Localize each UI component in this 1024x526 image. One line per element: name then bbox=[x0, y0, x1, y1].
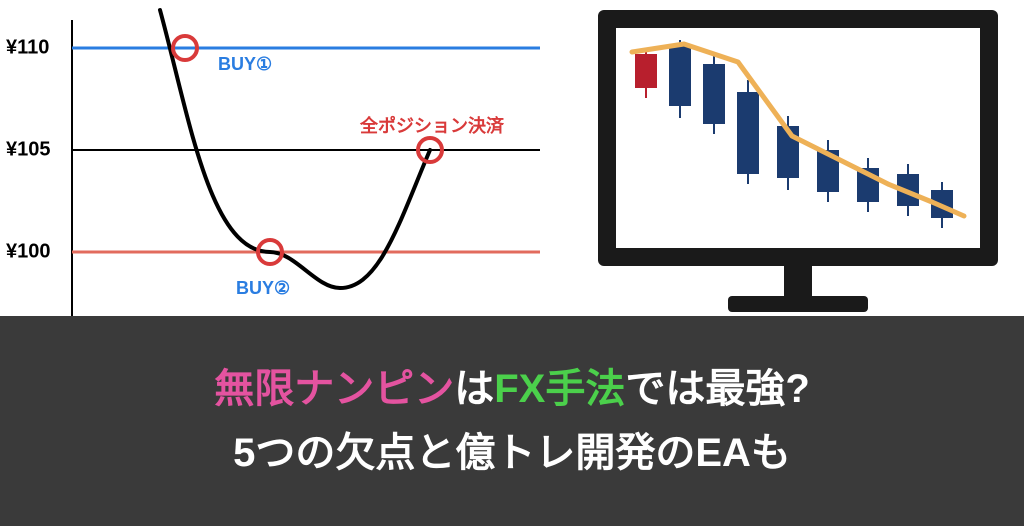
candle-1 bbox=[669, 46, 691, 106]
title-bar: 無限ナンピンはFX手法では最強? 5つの欠点と億トレ開発のEAも bbox=[0, 316, 1024, 526]
title-segment: は bbox=[454, 367, 494, 411]
y-tick-label: ¥100 bbox=[6, 241, 51, 264]
buy-1-label: BUY① bbox=[218, 54, 272, 75]
buy-2-label: BUY② bbox=[236, 278, 290, 299]
monitor-frame bbox=[588, 6, 1008, 326]
close-all-label: 全ポジション決済 bbox=[360, 112, 504, 138]
nanpin-price-chart: ¥110 ¥105 ¥100 BUY① BUY② 全ポジション決済 bbox=[0, 0, 560, 340]
title-segment: 無限ナンピン bbox=[214, 367, 454, 411]
y-tick-label: ¥105 bbox=[6, 139, 51, 162]
candle-0 bbox=[635, 54, 657, 88]
title-segment: では最強? bbox=[625, 367, 809, 411]
candle-2 bbox=[703, 64, 725, 124]
title-line-2: 5つの欠点と億トレ開発のEAも bbox=[233, 427, 791, 479]
monitor-svg bbox=[588, 6, 1008, 326]
title-line-1: 無限ナンピンはFX手法では最強? bbox=[214, 363, 810, 415]
title-segment: FX手法 bbox=[494, 367, 625, 411]
candle-3 bbox=[737, 92, 759, 174]
y-tick-label: ¥110 bbox=[6, 37, 49, 60]
title-segment: 5つの欠点と億トレ開発のEAも bbox=[233, 431, 791, 475]
